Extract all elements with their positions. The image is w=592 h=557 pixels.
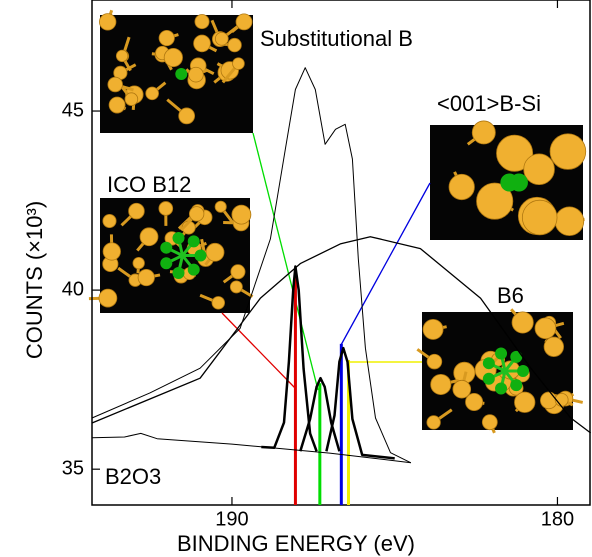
atom (231, 265, 245, 279)
atom (236, 14, 252, 30)
atom (212, 296, 225, 309)
x-tick-label: 190 (215, 508, 248, 530)
atom (99, 14, 116, 31)
boron-atom (188, 264, 200, 276)
boron-atom (495, 383, 507, 395)
annotation: Substitutional B (260, 26, 413, 51)
insets (89, 10, 586, 433)
atom (427, 416, 440, 429)
boron-atom (175, 68, 187, 80)
x-tick-label: 180 (541, 508, 574, 530)
boron-atom (160, 257, 172, 269)
leader-line (341, 183, 430, 345)
leader-line (222, 313, 295, 388)
atom (423, 319, 443, 339)
atom (232, 205, 251, 224)
boron-atom (483, 357, 495, 369)
atom (233, 58, 245, 70)
atom (453, 380, 471, 398)
atom (189, 207, 204, 222)
boron-atom (483, 373, 495, 385)
y-tick-label: 40 (62, 278, 84, 300)
chart: Substitutional B <001>B-Si ICO B12 B6 B2… (0, 0, 592, 557)
structure-inset (89, 198, 253, 313)
atom (129, 203, 145, 219)
atom (109, 97, 125, 113)
atom (449, 174, 474, 199)
structure-inset (430, 121, 586, 240)
atom (482, 415, 497, 430)
atom (159, 202, 173, 216)
atom (522, 200, 557, 235)
atom (215, 201, 226, 212)
atom (133, 257, 144, 268)
atom (146, 87, 159, 100)
boron-atom (160, 242, 172, 254)
structure-inset (417, 309, 582, 433)
boron-atom (500, 174, 518, 192)
atom (103, 214, 116, 227)
atom (159, 30, 174, 45)
annotation: B2O3 (105, 464, 161, 489)
atom (472, 121, 495, 144)
atom (140, 228, 158, 246)
atom (230, 281, 242, 293)
atom (228, 38, 242, 52)
y-tick-label: 35 (62, 457, 84, 479)
boron-atom (510, 379, 522, 391)
atom (125, 93, 138, 106)
annotation: ICO B12 (107, 172, 191, 197)
series-line (92, 433, 411, 462)
y-tick-label: 45 (62, 99, 84, 121)
atom (116, 50, 127, 61)
atom (164, 48, 182, 66)
boron-atom (172, 232, 184, 244)
atom (189, 67, 204, 82)
atom (215, 32, 228, 45)
atom (514, 392, 534, 412)
boron-atom (517, 365, 529, 377)
atom (512, 312, 533, 333)
atom (195, 15, 209, 29)
annotation: <001>B-Si (437, 91, 541, 116)
structure-inset (99, 10, 253, 133)
atom (108, 77, 123, 92)
atom (99, 289, 117, 307)
y-axis-label: COUNTS (×10³) (22, 201, 47, 359)
atom (427, 354, 442, 369)
atom (206, 243, 224, 261)
atom (138, 269, 154, 285)
boron-atom (195, 250, 207, 262)
annotation: B6 (497, 283, 524, 308)
leader-lines (222, 133, 430, 390)
atom (555, 207, 584, 236)
atom (194, 35, 211, 52)
boron-atom (495, 347, 507, 359)
atom (103, 243, 120, 260)
atom (550, 134, 586, 170)
atom (535, 318, 556, 339)
atom (524, 154, 555, 185)
boron-atom (172, 267, 184, 279)
atom (179, 108, 195, 124)
atom (431, 374, 451, 394)
atom (555, 393, 568, 406)
atom (540, 392, 557, 409)
x-axis-label: BINDING ENERGY (eV) (177, 531, 415, 556)
atom (544, 337, 563, 356)
boron-atom (188, 235, 200, 247)
